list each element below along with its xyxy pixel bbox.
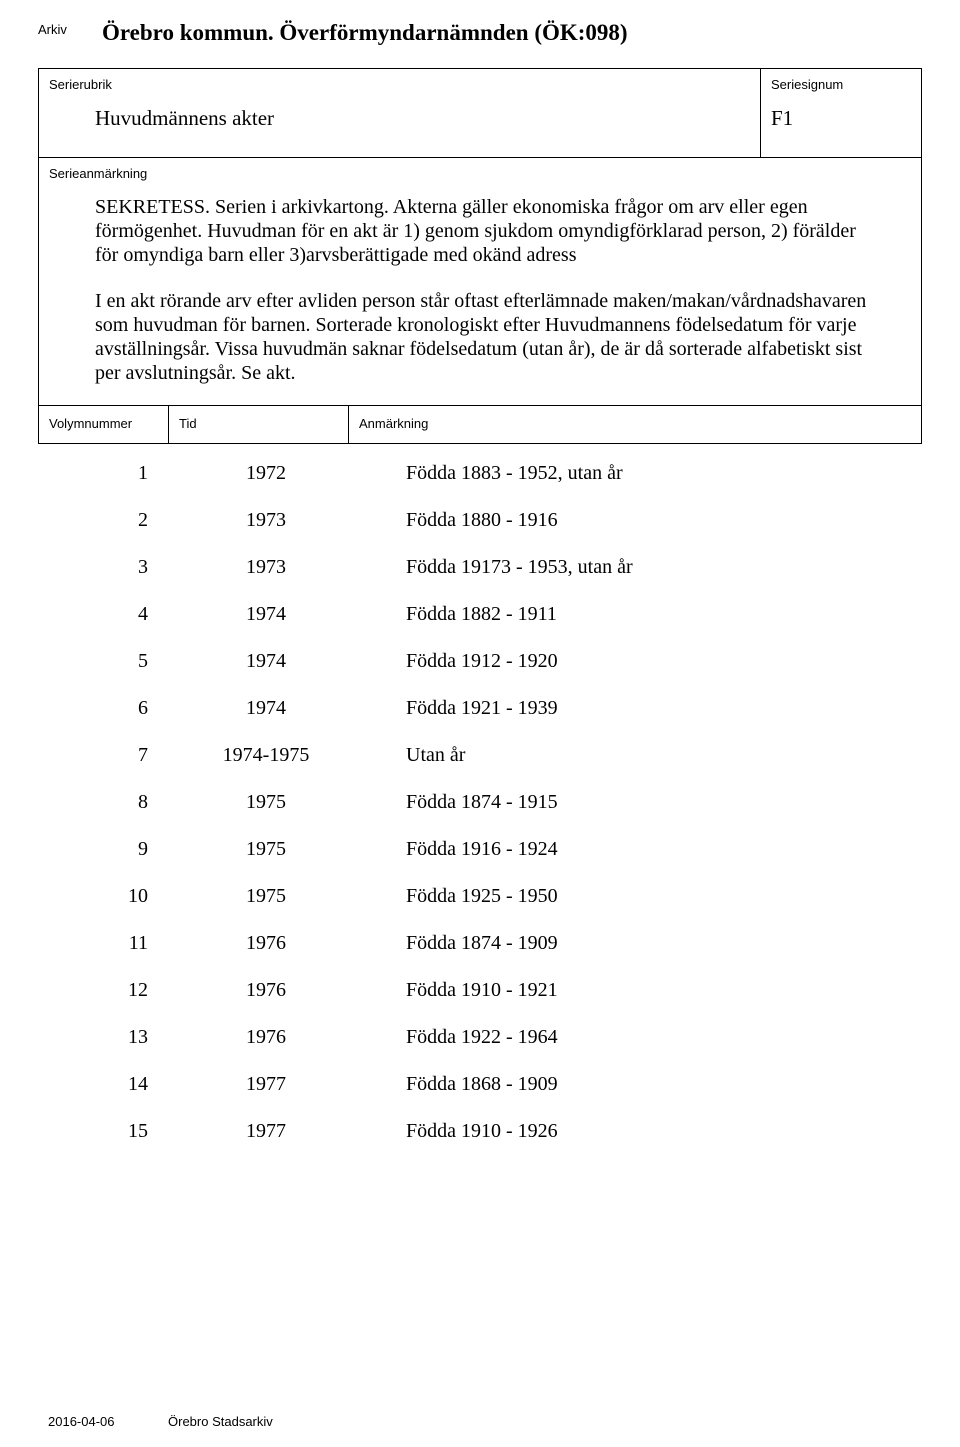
- col-header-volymnummer: Volymnummer: [39, 406, 169, 443]
- serierubrik-label: Serierubrik: [49, 77, 750, 92]
- header-row: Arkiv Örebro kommun. Överförmyndarnämnde…: [38, 20, 922, 46]
- cell-anmarkning: Födda 1922 - 1964: [366, 1026, 922, 1049]
- col-header-tid: Tid: [169, 406, 349, 443]
- table-row: 151977Födda 1910 - 1926: [76, 1120, 922, 1143]
- cell-volymnummer: 15: [76, 1120, 166, 1143]
- cell-tid: 1975: [166, 838, 366, 861]
- table-row: 81975Födda 1874 - 1915: [76, 791, 922, 814]
- cell-volymnummer: 3: [76, 556, 166, 579]
- cell-volymnummer: 7: [76, 744, 166, 767]
- series-header-row: Serierubrik Huvudmännens akter Seriesign…: [39, 69, 921, 157]
- serieanmarkning-label: Serieanmärkning: [49, 166, 911, 181]
- cell-anmarkning: Födda 1882 - 1911: [366, 603, 922, 626]
- series-box: Serierubrik Huvudmännens akter Seriesign…: [38, 68, 922, 444]
- cell-anmarkning: Födda 1916 - 1924: [366, 838, 922, 861]
- seriesignum-label: Seriesignum: [771, 77, 911, 92]
- cell-volymnummer: 11: [76, 932, 166, 955]
- cell-anmarkning: Födda 1925 - 1950: [366, 885, 922, 908]
- cell-volymnummer: 10: [76, 885, 166, 908]
- cell-anmarkning: Utan år: [366, 744, 922, 767]
- footer: 2016-04-06 Örebro Stadsarkiv: [48, 1414, 273, 1429]
- cell-anmarkning: Födda 1883 - 1952, utan år: [366, 462, 922, 485]
- col-header-anmarkning: Anmärkning: [349, 406, 921, 443]
- arkiv-label: Arkiv: [38, 20, 98, 37]
- cell-anmarkning: Födda 1910 - 1926: [366, 1120, 922, 1143]
- cell-tid: 1976: [166, 932, 366, 955]
- cell-anmarkning: Födda 19173 - 1953, utan år: [366, 556, 922, 579]
- cell-tid: 1972: [166, 462, 366, 485]
- table-row: 11972Födda 1883 - 1952, utan år: [76, 462, 922, 485]
- footer-date: 2016-04-06: [48, 1414, 168, 1429]
- table-row: 91975Födda 1916 - 1924: [76, 838, 922, 861]
- table-row: 141977Födda 1868 - 1909: [76, 1073, 922, 1096]
- cell-tid: 1973: [166, 556, 366, 579]
- table-row: 51974Födda 1912 - 1920: [76, 650, 922, 673]
- cell-volymnummer: 12: [76, 979, 166, 1002]
- cell-anmarkning: Födda 1880 - 1916: [366, 509, 922, 532]
- table-body: 11972Födda 1883 - 1952, utan år21973Född…: [76, 462, 922, 1143]
- arkiv-title: Örebro kommun. Överförmyndarnämnden (ÖK:…: [102, 20, 628, 46]
- table-row: 121976Födda 1910 - 1921: [76, 979, 922, 1002]
- seriesignum-value: F1: [771, 106, 911, 131]
- serieanmarkning-cell: Serieanmärkning SEKRETESS. Serien i arki…: [39, 157, 921, 405]
- page: Arkiv Örebro kommun. Överförmyndarnämnde…: [0, 0, 960, 1447]
- cell-volymnummer: 5: [76, 650, 166, 673]
- cell-volymnummer: 1: [76, 462, 166, 485]
- cell-volymnummer: 6: [76, 697, 166, 720]
- cell-anmarkning: Födda 1874 - 1915: [366, 791, 922, 814]
- cell-volymnummer: 9: [76, 838, 166, 861]
- table-row: 61974Födda 1921 - 1939: [76, 697, 922, 720]
- seriesignum-cell: Seriesignum F1: [761, 69, 921, 157]
- serierubrik-value: Huvudmännens akter: [95, 106, 750, 131]
- table-header: Volymnummer Tid Anmärkning: [39, 405, 921, 443]
- cell-volymnummer: 13: [76, 1026, 166, 1049]
- cell-tid: 1975: [166, 791, 366, 814]
- cell-anmarkning: Födda 1868 - 1909: [366, 1073, 922, 1096]
- cell-tid: 1976: [166, 1026, 366, 1049]
- footer-source: Örebro Stadsarkiv: [168, 1414, 273, 1429]
- table-row: 101975Födda 1925 - 1950: [76, 885, 922, 908]
- table-row: 71974-1975Utan år: [76, 744, 922, 767]
- table-row: 41974Födda 1882 - 1911: [76, 603, 922, 626]
- serieanmarkning-para2: I en akt rörande arv efter avliden perso…: [95, 289, 881, 385]
- cell-volymnummer: 14: [76, 1073, 166, 1096]
- cell-tid: 1974: [166, 603, 366, 626]
- cell-volymnummer: 2: [76, 509, 166, 532]
- cell-anmarkning: Födda 1874 - 1909: [366, 932, 922, 955]
- table-row: 21973Födda 1880 - 1916: [76, 509, 922, 532]
- cell-tid: 1974: [166, 650, 366, 673]
- cell-anmarkning: Födda 1921 - 1939: [366, 697, 922, 720]
- cell-tid: 1977: [166, 1073, 366, 1096]
- cell-anmarkning: Födda 1910 - 1921: [366, 979, 922, 1002]
- table-row: 131976Födda 1922 - 1964: [76, 1026, 922, 1049]
- cell-tid: 1975: [166, 885, 366, 908]
- table-row: 111976Födda 1874 - 1909: [76, 932, 922, 955]
- cell-volymnummer: 4: [76, 603, 166, 626]
- serieanmarkning-para1: SEKRETESS. Serien i arkivkartong. Aktern…: [95, 195, 881, 267]
- cell-tid: 1976: [166, 979, 366, 1002]
- cell-anmarkning: Födda 1912 - 1920: [366, 650, 922, 673]
- serieanmarkning-text: SEKRETESS. Serien i arkivkartong. Aktern…: [95, 195, 881, 385]
- serierubrik-cell: Serierubrik Huvudmännens akter: [39, 69, 761, 157]
- cell-tid: 1977: [166, 1120, 366, 1143]
- cell-volymnummer: 8: [76, 791, 166, 814]
- cell-tid: 1974-1975: [166, 744, 366, 767]
- table-row: 31973Födda 19173 - 1953, utan år: [76, 556, 922, 579]
- cell-tid: 1973: [166, 509, 366, 532]
- cell-tid: 1974: [166, 697, 366, 720]
